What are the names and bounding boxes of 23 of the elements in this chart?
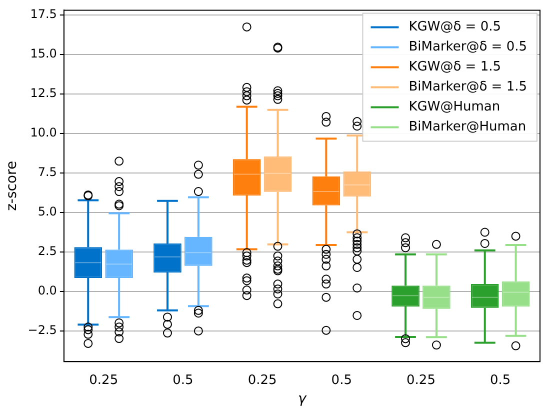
legend-label: KGW@δ = 0.5 (408, 20, 501, 35)
x-axis-title: γ (298, 391, 307, 408)
x-tick-label: 0.5 (490, 372, 511, 388)
legend-label: BiMarker@Human (408, 120, 526, 135)
legend-label: KGW@δ = 1.5 (408, 60, 501, 75)
y-tick-label: 7.5 (38, 164, 57, 179)
x-tick-label: 0.25 (89, 372, 118, 388)
y-axis-title: z-score (4, 160, 20, 211)
x-tick-label: 0.25 (406, 372, 436, 388)
legend-label: BiMarker@δ = 0.5 (408, 40, 528, 55)
x-tick-label: 0.5 (331, 372, 352, 388)
legend-label: KGW@Human (408, 100, 500, 115)
y-tick-label: 0.0 (38, 283, 57, 298)
legend-label: BiMarker@δ = 1.5 (408, 80, 528, 95)
y-tick-label: 5.0 (38, 204, 57, 218)
y-tick-label: −2.5 (28, 322, 57, 337)
y-tick-label: 15.0 (30, 46, 57, 61)
y-tick-label: 17.5 (30, 7, 57, 22)
x-tick-label: 0.5 (172, 372, 194, 388)
y-tick-label: 2.5 (38, 244, 57, 258)
y-tick-label: 10.0 (30, 126, 57, 140)
x-tick-label: 0.25 (248, 372, 277, 388)
y-tick-label: 12.5 (30, 86, 57, 100)
